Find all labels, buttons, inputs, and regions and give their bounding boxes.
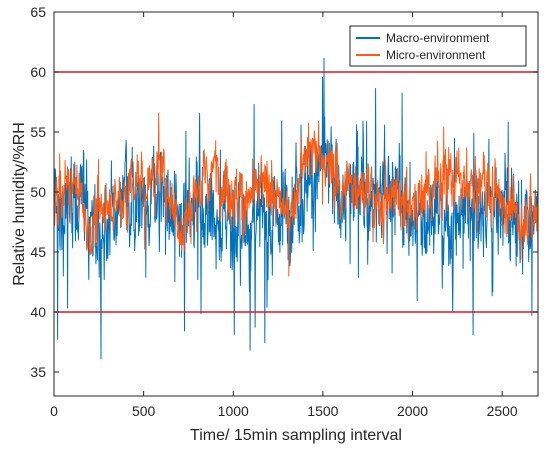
- legend-label-micro: Micro-environment: [386, 48, 486, 62]
- series-line-micro: [53, 112, 539, 277]
- axes: 0 500 1000 1500 2000 2500 35 40 45 50 55 60 65: [30, 4, 539, 419]
- plot-area: [53, 57, 539, 360]
- x-tick-label: 1500: [307, 403, 338, 419]
- x-tick-label: 500: [132, 403, 156, 419]
- legend-label-macro: Macro-environment: [386, 31, 490, 45]
- y-tick-label: 40: [30, 304, 46, 320]
- legend: Macro-environment Micro-environment: [349, 25, 527, 67]
- legend-box: [349, 25, 527, 67]
- x-tick-label: 2000: [397, 403, 428, 419]
- y-tick-label: 50: [30, 184, 46, 200]
- x-axis-label: Time/ 15min sampling interval: [190, 427, 402, 444]
- y-tick-label: 35: [30, 364, 46, 380]
- x-tick-label: 0: [50, 403, 58, 419]
- x-tick-label: 1000: [218, 403, 249, 419]
- y-tick-label: 60: [30, 64, 46, 80]
- y-tick-label: 45: [30, 244, 46, 260]
- x-tick-label: 2500: [487, 403, 518, 419]
- axes-frame: [53, 11, 539, 397]
- y-tick-label: 55: [30, 124, 46, 140]
- y-axis-label: Relative humidity/%RH: [11, 122, 28, 286]
- series-line-macro: [53, 57, 539, 360]
- y-tick-label: 65: [30, 4, 46, 20]
